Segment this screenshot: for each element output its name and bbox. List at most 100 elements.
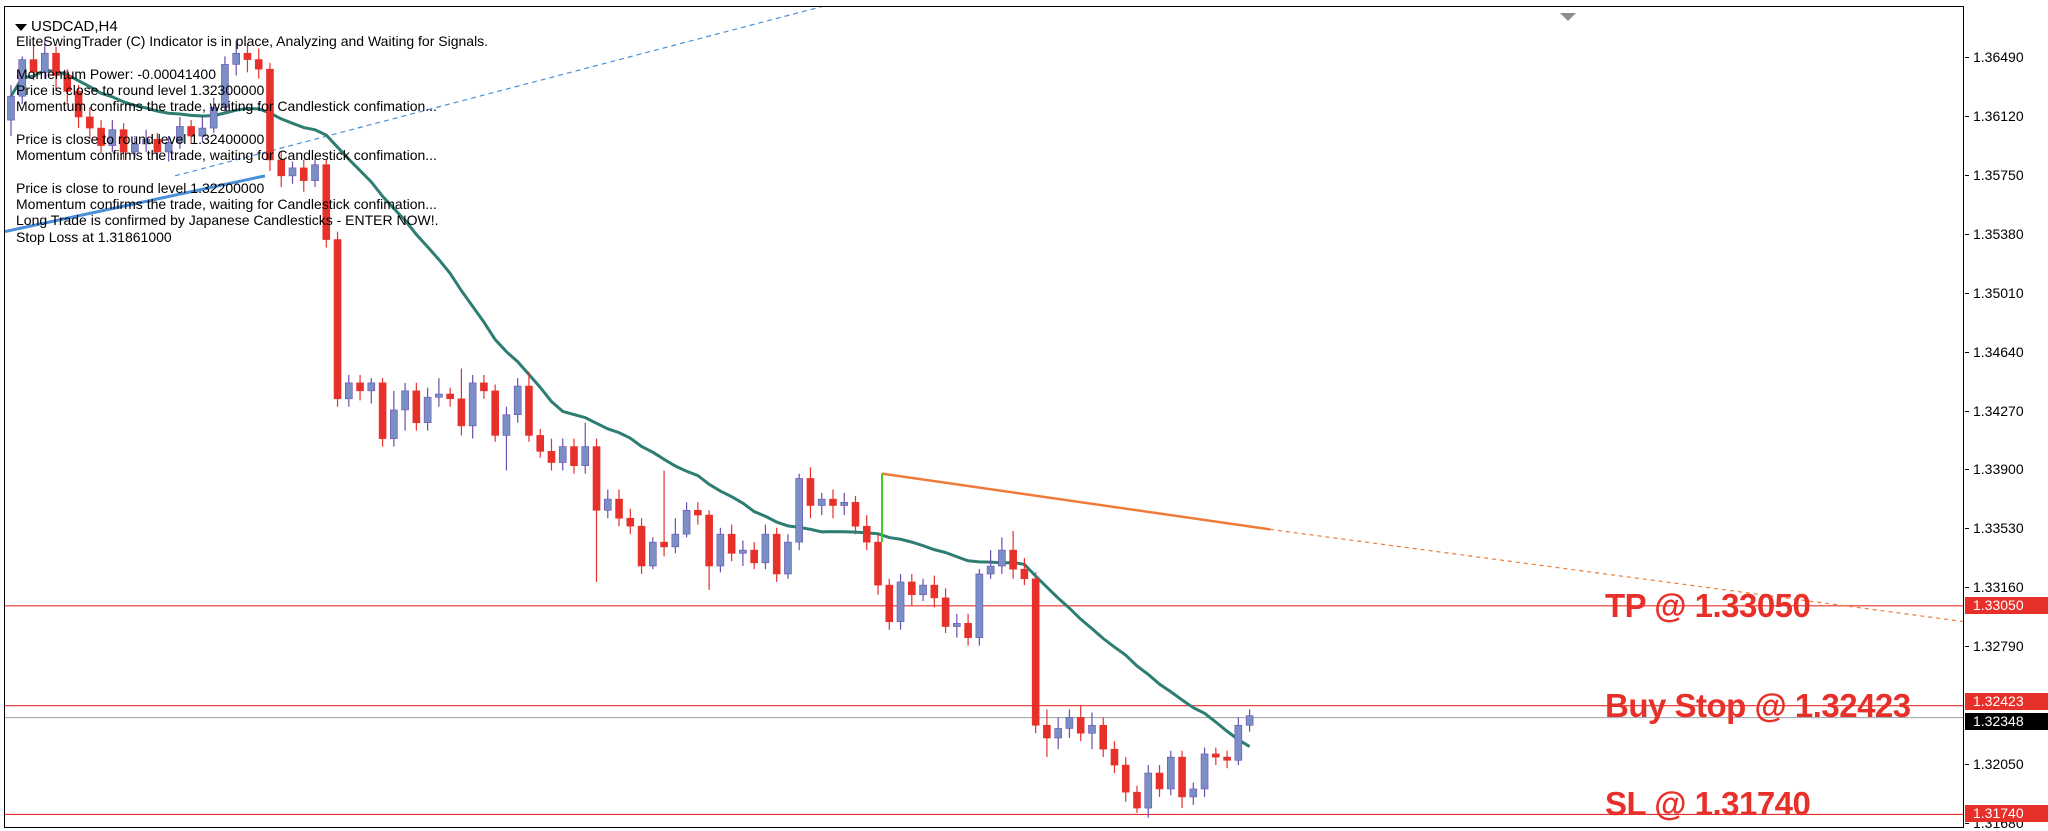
- chart-shift-marker[interactable]: [1560, 13, 1576, 21]
- bullish-candle: [401, 390, 409, 411]
- bullish-candle: [1200, 753, 1209, 790]
- indicator-message-line: Price is close to round level 1.32300000: [16, 81, 265, 98]
- price-tick-label: 1.35380: [1973, 225, 2024, 242]
- price-tick-label: 1.34270: [1973, 402, 2024, 419]
- indicator-message-line: Momentum confirms the trade, waiting for…: [16, 98, 437, 115]
- buy-stop-price-tag: 1.32423: [1965, 692, 2048, 710]
- bearish-candle: [694, 509, 702, 516]
- bullish-candle: [221, 64, 229, 108]
- price-tick-label: 1.36490: [1973, 49, 2024, 65]
- price-tick-mark: [1965, 823, 1969, 824]
- bearish-candle: [97, 127, 105, 146]
- price-tick-label: 1.35750: [1973, 166, 2024, 183]
- bullish-candle: [1065, 717, 1074, 729]
- bullish-candle: [761, 533, 770, 564]
- bullish-candle: [1234, 724, 1243, 761]
- bearish-candle: [1223, 756, 1231, 761]
- bullish-candle: [1166, 756, 1175, 790]
- bearish-candle: [615, 498, 623, 519]
- buy-stop-label: Buy Stop @ 1.32423: [1605, 687, 1911, 724]
- bearish-candle: [243, 52, 252, 60]
- bullish-candle: [671, 533, 680, 548]
- bullish-candle: [198, 127, 207, 137]
- bearish-candle: [277, 159, 286, 177]
- channel-upper-dashed-line: [174, 7, 823, 177]
- bullish-candle: [390, 409, 398, 439]
- bearish-candle: [772, 533, 781, 575]
- bullish-candle: [7, 95, 15, 121]
- bullish-candle: [682, 509, 691, 535]
- tp-label: TP @ 1.33050: [1605, 587, 1811, 624]
- bearish-candle: [1099, 724, 1108, 750]
- bullish-candle: [716, 533, 725, 567]
- bearish-candle: [930, 584, 939, 599]
- chart-window[interactable]: USDCAD,H4 EliteSwingTrader (C) Indicator…: [4, 6, 1964, 828]
- bullish-candle: [367, 382, 376, 392]
- bearish-candle: [29, 59, 38, 73]
- bearish-candle: [299, 167, 308, 181]
- bullish-candle: [649, 541, 657, 567]
- bearish-candle: [525, 385, 533, 436]
- bearish-candle: [851, 502, 860, 527]
- price-tick-mark: [1965, 646, 1969, 648]
- bearish-candle: [412, 390, 421, 423]
- price-tick-label: 1.34640: [1973, 343, 2024, 360]
- caret-down-icon: [15, 23, 27, 31]
- bearish-candle: [885, 584, 894, 623]
- bullish-candle: [1189, 788, 1198, 798]
- bearish-candle: [874, 541, 882, 586]
- bearish-candle: [1133, 791, 1141, 809]
- price-tick-mark: [1965, 233, 1969, 235]
- price-chart-plot[interactable]: [5, 7, 1964, 828]
- bullish-candle: [795, 478, 804, 543]
- resistance-trendline: [881, 472, 1271, 531]
- bearish-candle: [829, 498, 837, 506]
- bullish-candle: [468, 382, 477, 427]
- bullish-candle: [986, 565, 995, 575]
- indicator-message-line: Price is close to round level 1.32400000: [16, 130, 265, 147]
- bearish-candle: [964, 623, 972, 638]
- sl-label: SL @ 1.31740: [1605, 785, 1811, 822]
- bullish-candle: [1054, 728, 1062, 739]
- bearish-candle: [457, 398, 466, 427]
- indicator-message-line: Long Trade is confirmed by Japanese Cand…: [16, 212, 439, 229]
- bearish-candle: [806, 478, 815, 506]
- bearish-candle: [86, 116, 94, 129]
- sl-price-tag: 1.31740: [1965, 805, 2048, 823]
- bullish-candle: [739, 549, 747, 554]
- bearish-candle: [266, 68, 274, 161]
- bullish-candle: [896, 581, 905, 623]
- bearish-candle: [1155, 772, 1164, 790]
- bullish-candle: [209, 107, 218, 129]
- price-tick-mark: [1965, 351, 1969, 353]
- indicator-message-line: Stop Loss at 1.31861000: [16, 228, 172, 245]
- bullish-candle: [40, 52, 49, 73]
- bullish-candle: [131, 143, 139, 153]
- symbol-text: USDCAD,H4: [31, 18, 118, 35]
- bearish-candle: [52, 52, 60, 76]
- bearish-candle: [1009, 549, 1017, 570]
- resistance-trendline-extension: [1269, 528, 1963, 623]
- bullish-candle: [1245, 715, 1254, 726]
- bearish-candle: [1212, 753, 1220, 758]
- bearish-candle: [187, 126, 195, 137]
- bearish-candle: [74, 91, 83, 118]
- channel-lower-line: [5, 174, 266, 234]
- price-tick-label: 1.33160: [1973, 579, 2024, 596]
- bearish-candle: [322, 164, 331, 240]
- bearish-candle: [592, 446, 601, 511]
- price-tick-mark: [1965, 587, 1969, 589]
- price-tick-label: 1.32050: [1973, 756, 2024, 773]
- bearish-candle: [1178, 756, 1186, 798]
- bearish-candle: [750, 549, 758, 564]
- bearish-candle: [480, 382, 488, 392]
- bearish-candle: [907, 581, 916, 595]
- bearish-candle: [491, 390, 499, 436]
- price-tick-label: 1.33900: [1973, 461, 2024, 478]
- price-axis[interactable]: 1.36490 1.36120 1.35750 1.35380 1.35010 1.346…: [1965, 6, 2048, 828]
- tp-price-tag: 1.33050: [1965, 596, 2048, 614]
- bearish-candle: [862, 525, 871, 543]
- bearish-candle: [727, 533, 736, 554]
- price-tick-mark: [1965, 174, 1969, 176]
- bullish-candle: [1144, 772, 1153, 809]
